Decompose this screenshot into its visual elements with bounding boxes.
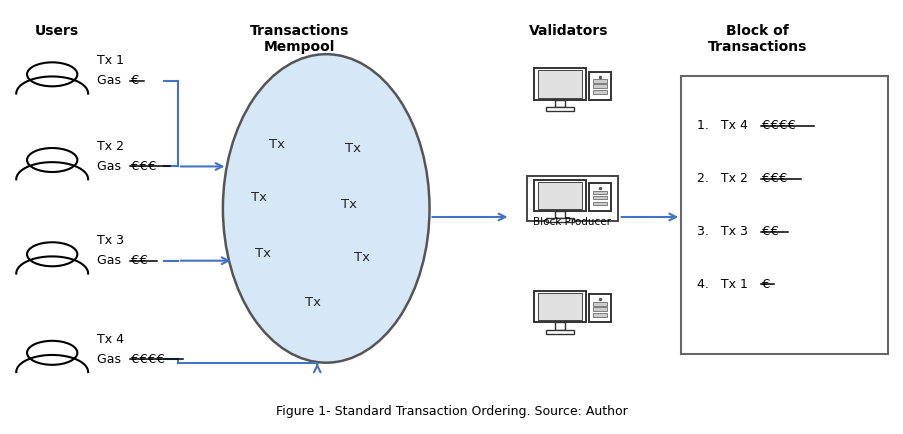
Bar xyxy=(526,176,617,220)
Text: Gas: Gas xyxy=(97,353,125,366)
Text: Gas: Gas xyxy=(97,74,125,87)
Bar xyxy=(589,72,610,100)
Text: Users: Users xyxy=(34,24,79,38)
Bar xyxy=(545,218,573,222)
Text: Tx 4: Tx 4 xyxy=(97,332,124,345)
Bar xyxy=(592,307,606,311)
Bar xyxy=(592,302,606,306)
Bar xyxy=(592,84,606,88)
Text: Tx: Tx xyxy=(354,251,369,264)
Bar xyxy=(538,293,582,320)
Text: €€€: €€€ xyxy=(761,172,787,185)
Text: €: € xyxy=(131,74,140,87)
Text: Tx: Tx xyxy=(255,247,271,260)
Text: €€: €€ xyxy=(131,254,148,267)
Text: Tx 3: Tx 3 xyxy=(97,234,124,247)
Text: Gas: Gas xyxy=(97,160,125,173)
Text: Transactions
Mempool: Transactions Mempool xyxy=(249,24,349,54)
Bar xyxy=(592,202,606,205)
Bar xyxy=(589,294,610,322)
Circle shape xyxy=(27,148,78,172)
Bar xyxy=(534,69,585,100)
Circle shape xyxy=(27,242,78,266)
Text: Figure 1- Standard Transaction Ordering. Source: Author: Figure 1- Standard Transaction Ordering.… xyxy=(275,405,628,418)
Bar xyxy=(534,291,585,322)
Bar xyxy=(545,329,573,334)
Bar xyxy=(538,182,582,209)
Text: Block Producer: Block Producer xyxy=(533,217,610,227)
Bar xyxy=(554,322,564,329)
Bar xyxy=(592,313,606,317)
Bar xyxy=(592,191,606,194)
Text: Validators: Validators xyxy=(528,24,608,38)
Text: Gas: Gas xyxy=(97,254,125,267)
Text: Tx: Tx xyxy=(268,138,284,151)
Text: €: € xyxy=(761,278,769,291)
Bar xyxy=(680,76,887,354)
Bar xyxy=(538,70,582,98)
Text: 3.   Tx 3: 3. Tx 3 xyxy=(696,225,751,238)
Text: Tx 2: Tx 2 xyxy=(97,140,124,153)
Bar xyxy=(589,183,610,211)
Bar xyxy=(554,211,564,218)
Circle shape xyxy=(27,341,78,365)
Text: Tx: Tx xyxy=(304,296,321,309)
Text: Tx: Tx xyxy=(250,191,266,204)
Text: €€: €€ xyxy=(761,225,778,238)
Text: 1.   Tx 4: 1. Tx 4 xyxy=(696,119,751,132)
Text: Tx 1: Tx 1 xyxy=(97,54,124,67)
Text: Block of
Transactions: Block of Transactions xyxy=(707,24,806,54)
Text: 4.   Tx 1: 4. Tx 1 xyxy=(696,278,751,291)
Bar xyxy=(592,196,606,199)
Text: €€€: €€€ xyxy=(131,160,156,173)
Text: Tx: Tx xyxy=(345,142,361,155)
Ellipse shape xyxy=(223,54,429,363)
Text: €€€€: €€€€ xyxy=(761,119,795,132)
Text: 2.   Tx 2: 2. Tx 2 xyxy=(696,172,751,185)
Text: €€€€: €€€€ xyxy=(131,353,165,366)
Bar xyxy=(545,107,573,111)
Bar xyxy=(592,90,606,94)
Bar xyxy=(592,79,606,83)
Text: Tx: Tx xyxy=(340,197,357,210)
Bar xyxy=(534,180,585,211)
Circle shape xyxy=(27,62,78,86)
Bar xyxy=(554,100,564,107)
